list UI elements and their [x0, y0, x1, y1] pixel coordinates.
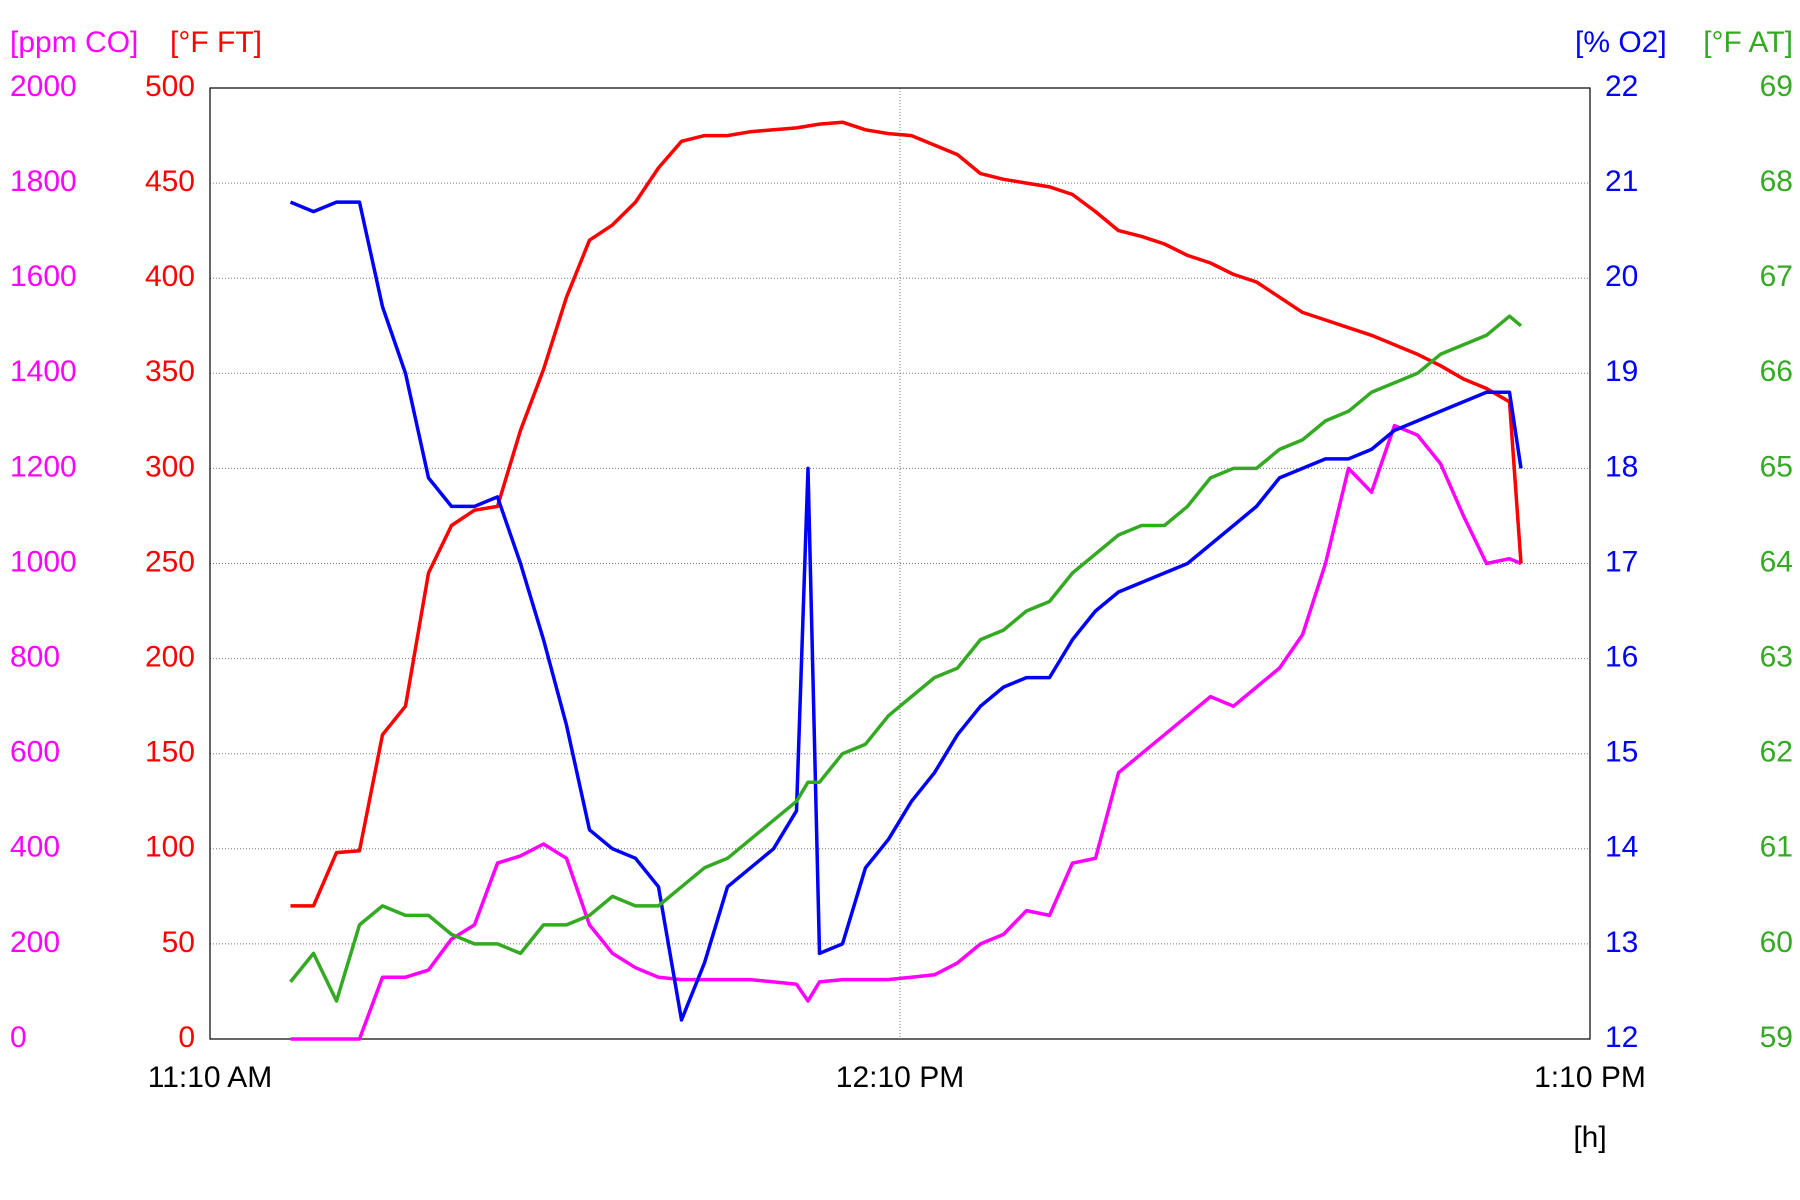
y-tick-label: 150: [145, 736, 195, 769]
y-tick-label: 21: [1605, 165, 1638, 198]
y-tick-label: 65: [1760, 450, 1793, 483]
y-tick-label: 1000: [10, 545, 77, 578]
y-tick-label: 250: [145, 545, 195, 578]
y-tick-label: 1200: [10, 450, 77, 483]
x-axis-label: [h]: [1573, 1121, 1606, 1154]
y-tick-label: 50: [162, 926, 195, 959]
y-tick-label: 19: [1605, 355, 1638, 388]
y-tick-label: 16: [1605, 641, 1638, 674]
y-tick-label: 64: [1760, 545, 1793, 578]
y-tick-label: 69: [1760, 70, 1793, 103]
y-tick-label: 22: [1605, 70, 1638, 103]
y-tick-label: 60: [1760, 926, 1793, 959]
y-tick-label: 500: [145, 70, 195, 103]
x-tick-label: 1:10 PM: [1534, 1061, 1646, 1094]
plot-frame: [209, 87, 1591, 1040]
series-line: [290, 120, 1523, 908]
y-tick-label: 68: [1760, 165, 1793, 198]
y-tick-label: 1400: [10, 355, 77, 388]
x-tick-label: 12:10 PM: [836, 1061, 964, 1094]
y-tick-label: 200: [10, 926, 60, 959]
y-tick-label: 66: [1760, 355, 1793, 388]
axis-unit-label: [°F FT]: [170, 26, 262, 59]
axis-unit-label: [°F AT]: [1703, 26, 1793, 59]
y-tick-label: 67: [1760, 260, 1793, 293]
y-tick-label: 17: [1605, 545, 1638, 578]
y-tick-label: 63: [1760, 641, 1793, 674]
y-tick-label: 100: [145, 831, 195, 864]
axis-unit-label: [ppm CO]: [10, 26, 138, 59]
y-tick-label: 1600: [10, 260, 77, 293]
y-tick-label: 0: [10, 1021, 27, 1054]
y-tick-label: 12: [1605, 1021, 1638, 1054]
y-tick-label: 15: [1605, 736, 1638, 769]
y-tick-label: 18: [1605, 450, 1638, 483]
y-tick-label: 62: [1760, 736, 1793, 769]
y-tick-label: 200: [145, 641, 195, 674]
y-tick-label: 450: [145, 165, 195, 198]
y-tick-label: 600: [10, 736, 60, 769]
y-tick-label: 400: [145, 260, 195, 293]
axis-unit-label: [% O2]: [1575, 26, 1667, 59]
y-tick-label: 400: [10, 831, 60, 864]
y-tick-label: 0: [178, 1021, 195, 1054]
y-tick-label: 61: [1760, 831, 1793, 864]
series-line: [289, 200, 1523, 1022]
series-line: [290, 423, 1522, 1041]
y-tick-label: 20: [1605, 260, 1638, 293]
y-tick-label: 1800: [10, 165, 77, 198]
series-line: [289, 314, 1523, 1003]
y-tick-label: 59: [1760, 1021, 1793, 1054]
y-tick-label: 2000: [10, 70, 77, 103]
y-tick-label: 13: [1605, 926, 1638, 959]
y-tick-label: 800: [10, 641, 60, 674]
y-tick-label: 14: [1605, 831, 1638, 864]
x-tick-label: 11:10 AM: [148, 1061, 273, 1094]
y-tick-label: 300: [145, 450, 195, 483]
y-tick-label: 350: [145, 355, 195, 388]
